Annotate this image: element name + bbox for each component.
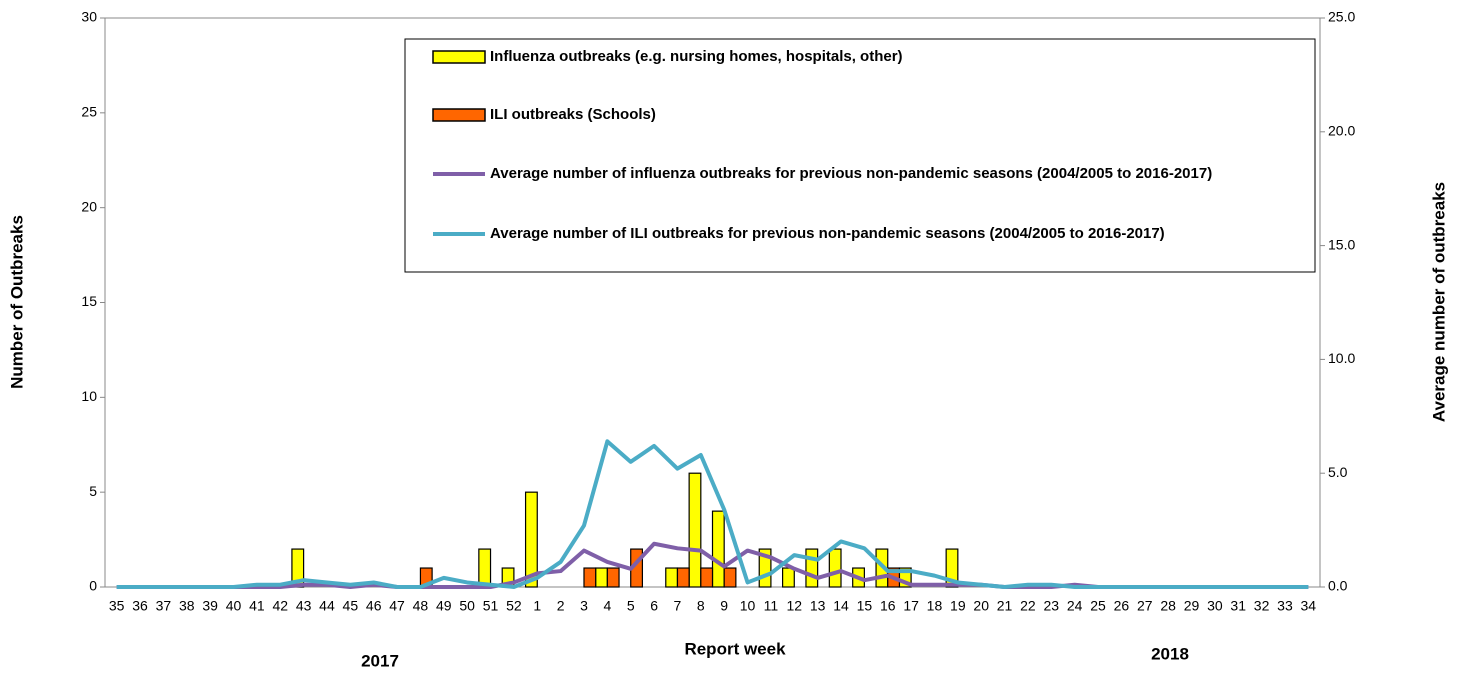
x-tick-label: 39 (202, 598, 218, 614)
y-tick-label: 5 (89, 483, 97, 499)
x-tick-label: 31 (1230, 598, 1246, 614)
y-tick-label: 15 (81, 293, 97, 309)
x-tick-label: 41 (249, 598, 265, 614)
x-tick-label: 17 (903, 598, 919, 614)
x-tick-label: 35 (109, 598, 125, 614)
y2-axis-title: Average number of outbreaks (1429, 182, 1448, 422)
legend-label: Average number of ILI outbreaks for prev… (490, 225, 1165, 242)
x-tick-label: 4 (603, 598, 611, 614)
x-tick-label: 45 (343, 598, 359, 614)
legend-swatch (432, 108, 486, 122)
x-tick-label: 37 (156, 598, 172, 614)
y2-tick-label: 20.0 (1328, 123, 1355, 139)
x-tick-label: 33 (1277, 598, 1293, 614)
bar (700, 567, 714, 588)
x-tick-label: 5 (627, 598, 635, 614)
legend-label: ILI outbreaks (Schools) (490, 106, 656, 123)
x-tick-label: 20 (973, 598, 989, 614)
y-tick-label: 0 (89, 578, 97, 594)
x-tick-label: 52 (506, 598, 522, 614)
x-tick-label: 48 (413, 598, 429, 614)
y2-tick-label: 0.0 (1328, 578, 1348, 594)
y2-tick-label: 5.0 (1328, 464, 1348, 480)
x-tick-label: 9 (720, 598, 728, 614)
y-tick-label: 10 (81, 388, 97, 404)
x-tick-label: 42 (272, 598, 288, 614)
legend-entry: Average number of ILI outbreaks for prev… (490, 225, 1165, 242)
x-tick-label: 2 (557, 598, 565, 614)
x-tick-label: 26 (1114, 598, 1130, 614)
legend-entry: Influenza outbreaks (e.g. nursing homes,… (490, 48, 903, 65)
y2-tick-label: 10.0 (1328, 350, 1355, 366)
bar (711, 510, 725, 588)
legend-label: Influenza outbreaks (e.g. nursing homes,… (490, 48, 903, 65)
bar (606, 567, 620, 588)
x-tick-label: 49 (436, 598, 452, 614)
x-tick-label: 23 (1044, 598, 1060, 614)
bar (828, 548, 842, 588)
x-tick-label: 30 (1207, 598, 1223, 614)
x-tick-label: 8 (697, 598, 705, 614)
bar (665, 567, 679, 588)
x-tick-label: 40 (226, 598, 242, 614)
x-tick-label: 16 (880, 598, 896, 614)
legend-label: Average number of influenza outbreaks fo… (490, 165, 1213, 182)
x-tick-label: 29 (1184, 598, 1200, 614)
x-tick-label: 14 (833, 598, 849, 614)
y-tick-label: 30 (81, 9, 97, 25)
x-tick-label: 13 (810, 598, 826, 614)
x-tick-label: 1 (533, 598, 541, 614)
x-tick-label: 21 (997, 598, 1013, 614)
y2-tick-label: 25.0 (1328, 9, 1355, 25)
x-tick-label: 32 (1254, 598, 1270, 614)
line (116, 439, 1309, 589)
year-label: 2018 (1151, 644, 1189, 663)
x-tick-label: 3 (580, 598, 588, 614)
bar (524, 491, 538, 588)
bar (676, 567, 690, 588)
x-tick-label: 27 (1137, 598, 1153, 614)
x-tick-label: 44 (319, 598, 335, 614)
bar (478, 548, 492, 588)
bar (945, 548, 959, 588)
x-tick-label: 51 (483, 598, 499, 614)
legend-entry: ILI outbreaks (Schools) (490, 106, 656, 123)
x-tick-label: 19 (950, 598, 966, 614)
y2-tick-label: 15.0 (1328, 236, 1355, 252)
x-axis-title: Report week (684, 639, 786, 658)
x-tick-label: 50 (459, 598, 475, 614)
x-tick-label: 34 (1301, 598, 1317, 614)
x-tick-label: 38 (179, 598, 195, 614)
x-tick-label: 25 (1090, 598, 1106, 614)
x-tick-label: 18 (927, 598, 943, 614)
y-tick-label: 25 (81, 104, 97, 120)
x-tick-label: 22 (1020, 598, 1036, 614)
bar (805, 548, 819, 588)
x-tick-label: 15 (857, 598, 873, 614)
bar (781, 567, 795, 588)
x-tick-label: 12 (786, 598, 802, 614)
bar (758, 548, 772, 588)
bar (595, 567, 608, 588)
x-tick-label: 28 (1160, 598, 1176, 614)
bar (723, 567, 737, 588)
legend-swatch (432, 50, 486, 64)
year-label: 2017 (361, 651, 399, 670)
x-tick-label: 24 (1067, 598, 1083, 614)
x-tick-label: 36 (132, 598, 148, 614)
x-tick-label: 11 (764, 598, 779, 614)
x-tick-label: 47 (389, 598, 405, 614)
bar (583, 567, 597, 588)
y-axis-title: Number of Outbreaks (7, 215, 26, 389)
x-tick-label: 10 (740, 598, 756, 614)
y-tick-label: 20 (81, 198, 97, 214)
legend-box (404, 38, 1316, 273)
x-tick-label: 43 (296, 598, 312, 614)
bar (688, 472, 702, 588)
legend-entry: Average number of influenza outbreaks fo… (490, 165, 1213, 182)
x-tick-label: 7 (674, 598, 682, 614)
x-tick-label: 46 (366, 598, 382, 614)
x-tick-label: 6 (650, 598, 658, 614)
